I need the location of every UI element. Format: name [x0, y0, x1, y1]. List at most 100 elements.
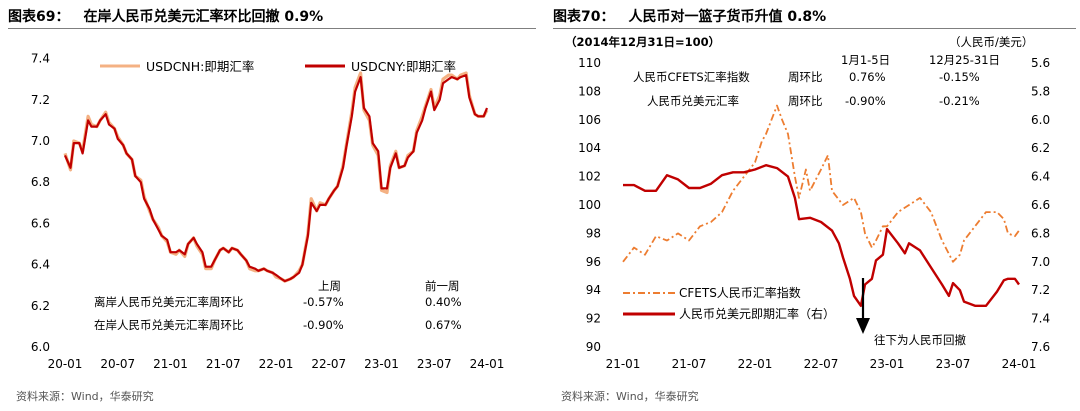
x-tick-label: 21-01	[606, 357, 641, 371]
chart-panel-right: 图表70： 人民币对一篮子货币升值 0.8% （2014年12月31日=100） …	[545, 0, 1080, 411]
table-row-usdcny-v2: -0.21%	[939, 94, 980, 108]
table-row-usdcny-label: 人民币兑美元汇率	[647, 94, 739, 108]
x-tick-label: 21-01	[153, 357, 188, 371]
series-lines	[622, 104, 1020, 307]
right-y-tick-label: 7.0	[1031, 255, 1050, 269]
table-col-prev-week: 前一周	[425, 279, 460, 293]
y-tick-label: 7.2	[31, 93, 50, 107]
x-tick-label: 22-07	[804, 357, 839, 371]
table-row-cfets-v2: -0.15%	[939, 70, 980, 84]
annotation-text: 往下为人民币回撤	[874, 333, 966, 347]
table-row-cfets-freq: 周环比	[788, 70, 823, 84]
title-divider	[553, 28, 1076, 29]
right-y-tick-label: 5.6	[1031, 56, 1050, 70]
right-axis-unit: （人民币/美元）	[949, 35, 1033, 49]
x-tick-label: 24-01	[1002, 357, 1037, 371]
table-col-prev-week: 12月25-31日	[929, 53, 1000, 67]
x-tick-label: 22-01	[259, 357, 294, 371]
legend-label-usdcny: USDCNY:即期汇率	[351, 59, 456, 74]
y-tick-label: 6.4	[31, 258, 50, 272]
left-y-tick-label: 92	[586, 312, 601, 326]
left-y-tick-label: 98	[586, 226, 601, 240]
x-axis-ticks: 21-01 21-07 22-01 22-07 23-01 23-07 24-01	[606, 357, 1037, 371]
arrow-head-icon	[856, 318, 870, 334]
x-tick-label: 20-01	[48, 357, 83, 371]
table-row-offshore-v2: 0.40%	[425, 295, 462, 309]
legend-label-usdcny: 人民币兑美元即期汇率（右）	[679, 306, 835, 321]
figure-number: 图表69：	[8, 9, 70, 25]
right-y-tick-label: 6.2	[1031, 141, 1050, 155]
x-tick-label: 22-01	[738, 357, 773, 371]
left-y-tick-label: 102	[578, 170, 601, 184]
right-y-tick-label: 7.2	[1031, 283, 1050, 297]
table-row-onshore-label: 在岸人民币兑美元汇率周环比	[94, 318, 244, 332]
series-usdcnh-line	[63, 71, 489, 283]
x-tick-label: 23-01	[364, 357, 399, 371]
y-tick-label: 7.0	[31, 134, 50, 148]
weekly-change-table: 上周 前一周 离岸人民币兑美元汇率周环比 -0.57% 0.40% 在岸人民币兑…	[94, 279, 462, 332]
left-y-axis-ticks: 90 92 94 96 98 100 102 104 106 108 110	[578, 56, 601, 354]
right-y-axis-ticks: 5.6 5.8 6.0 6.2 6.4 6.6 6.8 7.0 7.2 7.4 7.6	[1031, 56, 1050, 354]
left-y-tick-label: 108	[578, 84, 601, 98]
legend-label-cfets: CFETS人民币汇率指数	[679, 285, 801, 300]
figure-number: 图表70：	[553, 9, 615, 25]
left-y-tick-label: 94	[586, 283, 601, 297]
usd-cny-chart: 6.0 6.2 6.4 6.6 6.8 7.0 7.2 7.4 20-01 20-07 21-01…	[31, 52, 505, 371]
table-row-usdcny-freq: 周环比	[788, 94, 823, 108]
x-tick-label: 20-07	[100, 357, 135, 371]
y-tick-label: 7.4	[31, 52, 50, 66]
x-tick-label: 24-01	[470, 357, 505, 371]
legend: CFETS人民币汇率指数 人民币兑美元即期汇率（右）	[623, 285, 835, 321]
left-y-tick-label: 110	[578, 56, 601, 70]
left-y-tick-label: 96	[586, 255, 601, 269]
source-note-left: 资料来源：Wind，华泰研究	[16, 390, 154, 403]
y-tick-label: 6.2	[31, 299, 50, 313]
x-tick-label: 23-07	[417, 357, 452, 371]
x-tick-label: 21-07	[672, 357, 707, 371]
depreciation-annotation: 往下为人民币回撤	[856, 278, 966, 347]
table-row-cfets-v1: 0.76%	[849, 70, 886, 84]
base-date-note: （2014年12月31日=100）	[565, 35, 720, 49]
figure-caption: 在岸人民币兑美元汇率环比回撤 0.9%	[83, 9, 324, 25]
x-tick-label: 22-07	[311, 357, 346, 371]
right-y-tick-label: 7.6	[1031, 340, 1050, 354]
cfets-index-chart: （2014年12月31日=100） （人民币/美元） 90 92 94 96 98 100…	[565, 35, 1050, 371]
right-y-tick-label: 6.8	[1031, 226, 1050, 240]
right-y-tick-label: 6.0	[1031, 113, 1050, 127]
table-row-onshore-v2: 0.67%	[425, 318, 462, 332]
legend-label-usdcnh: USDCNH:即期汇率	[146, 59, 254, 74]
figure-caption: 人民币对一篮子货币升值 0.8%	[628, 9, 827, 25]
y-tick-label: 6.0	[31, 340, 50, 354]
table-row-offshore-label: 离岸人民币兑美元汇率周环比	[94, 295, 244, 309]
right-y-tick-label: 6.4	[1031, 170, 1050, 184]
table-row-onshore-v1: -0.90%	[303, 318, 344, 332]
x-axis-ticks: 20-01 20-07 21-01 21-07 22-01 22-07 23-01 23-07…	[48, 357, 505, 371]
table-row-usdcny-v1: -0.90%	[845, 94, 886, 108]
y-tick-label: 6.8	[31, 175, 50, 189]
chart-title-left: 图表69： 在岸人民币兑美元汇率环比回撤 0.9%	[8, 6, 323, 26]
table-col-this-week: 1月1-5日	[841, 53, 890, 67]
weekly-change-table: 1月1-5日 12月25-31日 人民币CFETS汇率指数 周环比 0.76% …	[633, 53, 1000, 108]
left-y-tick-label: 106	[578, 113, 601, 127]
series-lines	[63, 71, 489, 283]
left-y-tick-label: 104	[578, 141, 601, 155]
table-row-cfets-label: 人民币CFETS汇率指数	[633, 70, 750, 84]
x-tick-label: 21-07	[206, 357, 241, 371]
left-y-tick-label: 100	[578, 198, 601, 212]
left-y-tick-label: 90	[586, 340, 601, 354]
table-col-last-week: 上周	[318, 279, 341, 293]
right-y-tick-label: 6.6	[1031, 198, 1050, 212]
series-usdcny-line	[63, 74, 489, 283]
chart-title-right: 图表70： 人民币对一篮子货币升值 0.8%	[553, 6, 826, 26]
legend: USDCNH:即期汇率 USDCNY:即期汇率	[100, 59, 456, 74]
y-axis-ticks: 6.0 6.2 6.4 6.6 6.8 7.0 7.2 7.4	[31, 52, 50, 354]
source-note-right: 资料来源：Wind，华泰研究	[561, 390, 699, 403]
x-tick-label: 23-07	[936, 357, 971, 371]
chart-panel-left: 图表69： 在岸人民币兑美元汇率环比回撤 0.9% 6.0 6.2 6.4 6.6 6.8…	[8, 6, 536, 403]
series-usdcny-line	[623, 164, 1020, 307]
right-y-tick-label: 5.8	[1031, 84, 1050, 98]
table-row-offshore-v1: -0.57%	[303, 295, 344, 309]
y-tick-label: 6.6	[31, 216, 50, 230]
title-divider	[8, 28, 536, 29]
x-tick-label: 23-01	[870, 357, 905, 371]
